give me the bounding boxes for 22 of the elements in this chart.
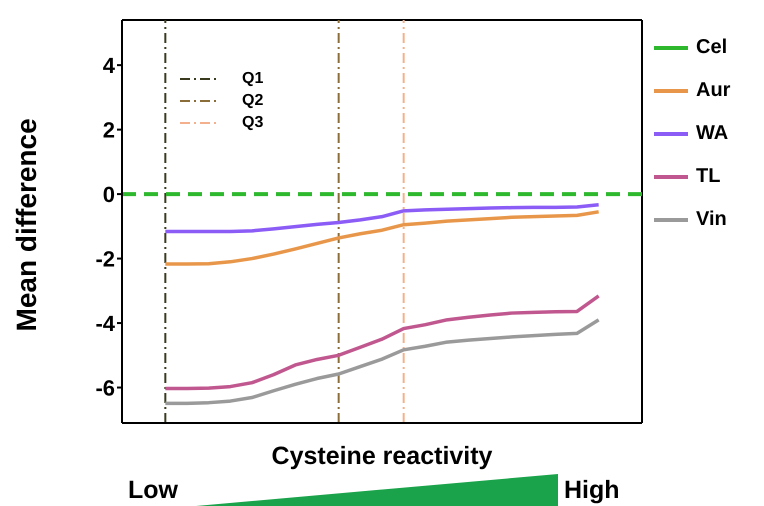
line-series — [164, 202, 600, 234]
y-tick-label: 0 — [102, 182, 115, 207]
y-axis-title: Mean difference — [10, 118, 42, 332]
legend-label: TL — [696, 165, 720, 188]
legend-label: WA — [696, 122, 728, 145]
legend-label: Aur — [696, 79, 730, 102]
line-series — [164, 210, 600, 266]
y-tick-label: -4 — [95, 310, 116, 336]
annotation: Q1 — [242, 70, 264, 88]
annotation: Q3 — [242, 114, 264, 132]
text: High — [564, 476, 620, 505]
legend-label: Cel — [696, 36, 728, 59]
y-tick-label: 4 — [102, 52, 116, 78]
y-tick-label: 2 — [102, 117, 115, 142]
text: Low — [128, 476, 178, 505]
line-series — [164, 318, 600, 406]
y-tick-label: -6 — [95, 375, 115, 400]
line-series — [164, 294, 600, 390]
annotation: Q2 — [242, 92, 264, 110]
legend-label: Vin — [696, 208, 727, 231]
x-axis-title: Cysteine reactivity — [272, 442, 493, 470]
y-tick-label: -2 — [95, 246, 115, 272]
